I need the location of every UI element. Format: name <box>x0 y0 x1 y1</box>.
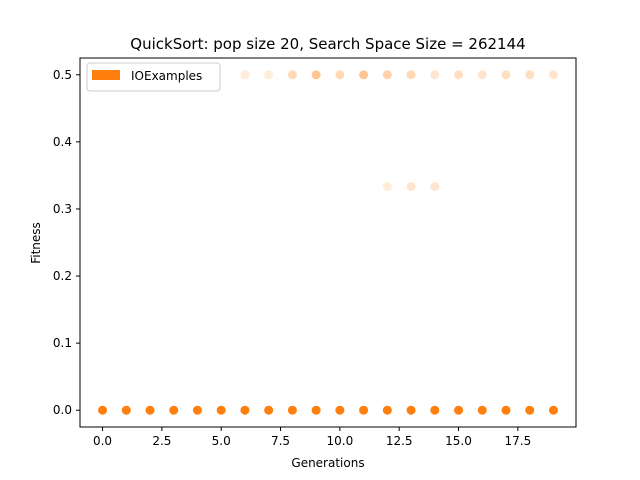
data-point <box>454 70 464 80</box>
data-point <box>192 405 202 415</box>
data-point <box>454 405 464 415</box>
y-axis-label: Fitness <box>29 222 43 264</box>
data-point <box>169 405 179 415</box>
data-point <box>406 70 416 80</box>
data-point <box>548 405 558 415</box>
y-tick-label: 0.2 <box>53 269 72 283</box>
data-point <box>430 70 440 80</box>
x-tick-label: 2.5 <box>152 434 171 448</box>
legend-swatch <box>92 70 120 80</box>
data-point <box>287 70 297 80</box>
data-point <box>430 405 440 415</box>
data-point <box>287 405 297 415</box>
data-point <box>406 182 416 192</box>
data-point <box>477 405 487 415</box>
x-tick-label: 17.5 <box>504 434 531 448</box>
x-tick-label: 15.0 <box>445 434 472 448</box>
y-tick-label: 0.0 <box>53 403 72 417</box>
data-point <box>216 405 226 415</box>
plot-frame <box>79 57 577 428</box>
y-tick-label: 0.4 <box>53 135 72 149</box>
legend-label: IOExamples <box>131 69 202 83</box>
data-point <box>501 405 511 415</box>
data-point <box>525 70 535 80</box>
data-point <box>145 405 155 415</box>
x-tick-label: 0.0 <box>93 434 112 448</box>
y-tick-label: 0.5 <box>53 68 72 82</box>
data-point <box>477 70 487 80</box>
y-tick-label: 0.3 <box>53 202 72 216</box>
data-point <box>406 405 416 415</box>
data-point <box>382 70 392 80</box>
x-axis: 0.0 2.5 5.0 7.5 10.0 12.5 15.0 17.5 <box>93 427 531 448</box>
data-point <box>240 70 250 80</box>
data-point <box>548 70 558 80</box>
data-point <box>335 70 345 80</box>
data-point <box>430 182 440 192</box>
data-point <box>359 405 369 415</box>
data-point <box>264 70 274 80</box>
data-point <box>382 182 392 192</box>
data-point <box>121 405 131 415</box>
x-tick-label: 5.0 <box>212 434 231 448</box>
data-point <box>240 405 250 415</box>
data-point <box>311 405 321 415</box>
data-point <box>382 405 392 415</box>
y-tick-label: 0.1 <box>53 336 72 350</box>
data-point <box>311 70 321 80</box>
legend-box <box>86 62 221 92</box>
chart-title: QuickSort: pop size 20, Search Space Siz… <box>130 35 525 53</box>
data-point <box>264 405 274 415</box>
points-layer <box>98 70 558 415</box>
x-tick-label: 7.5 <box>271 434 290 448</box>
data-point <box>98 405 108 415</box>
data-point <box>525 405 535 415</box>
data-point <box>359 70 369 80</box>
x-axis-label: Generations <box>291 456 364 470</box>
x-tick-label: 12.5 <box>386 434 413 448</box>
legend: IOExamples <box>86 62 221 92</box>
data-point <box>501 70 511 80</box>
y-axis: 0.0 0.1 0.2 0.3 0.4 0.5 <box>53 68 80 417</box>
data-point <box>335 405 345 415</box>
x-tick-label: 10.0 <box>327 434 354 448</box>
